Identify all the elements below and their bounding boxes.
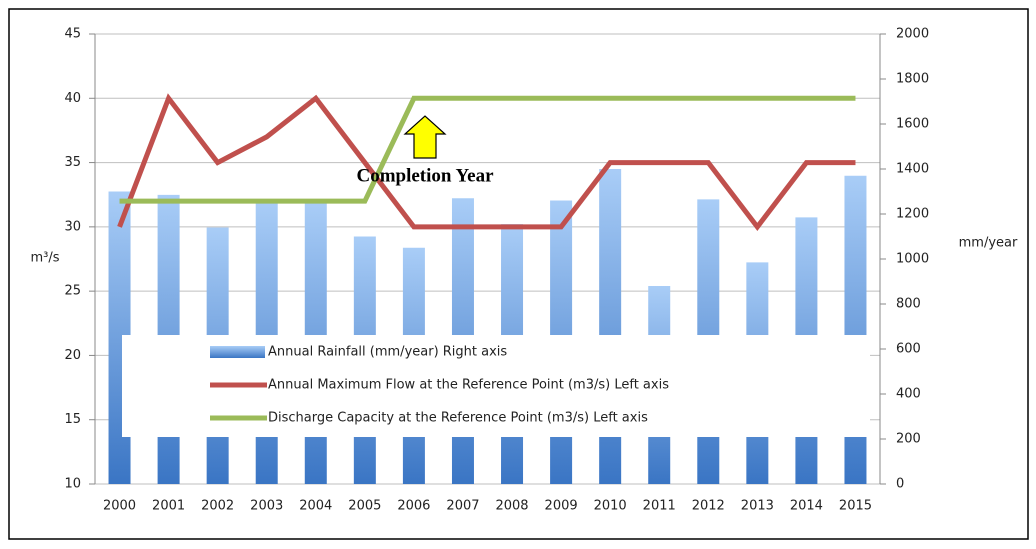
y2-tick-label: 0: [896, 477, 904, 492]
x-tick-label: 2000: [103, 499, 136, 514]
y-tick-label: 15: [64, 412, 81, 427]
legend-swatch: [210, 346, 265, 358]
y-tick-label: 30: [64, 219, 81, 234]
x-tick-label: 2006: [397, 499, 430, 514]
x-tick-label: 2001: [152, 499, 185, 514]
bar: [844, 175, 867, 484]
y-tick-label: 40: [64, 91, 81, 106]
y-tick-label: 25: [64, 284, 81, 299]
legend-label: Annual Rainfall (mm/year) Right axis: [268, 345, 507, 360]
line: [119, 95, 856, 204]
x-tick-label: 2015: [839, 499, 872, 514]
y2-tick-label: 200: [896, 432, 921, 447]
arrow: [403, 115, 447, 159]
y-tick-label: 35: [64, 155, 81, 170]
y-tick-label: 10: [64, 477, 81, 492]
y-tick-label: 20: [64, 348, 81, 363]
y2-tick-label: 1000: [896, 252, 929, 267]
y2-tick-label: 1800: [896, 72, 929, 87]
x-tick-label: 2009: [545, 499, 578, 514]
line: [117, 93, 856, 231]
x-tick-label: 2005: [348, 499, 381, 514]
x-tick-label: 2014: [790, 499, 823, 514]
y-tick-label: 45: [64, 27, 81, 42]
y2-tick-label: 800: [896, 297, 921, 312]
annotation: Completion Year: [356, 165, 494, 186]
x-tick-label: 2010: [594, 499, 627, 514]
y2-tick-label: 600: [896, 342, 921, 357]
y-axis-label: m³/s: [30, 251, 59, 266]
y2-axis-label: mm/year: [959, 236, 1018, 251]
x-tick-label: 2011: [643, 499, 676, 514]
x-tick-label: 2007: [446, 499, 479, 514]
x-tick-label: 2008: [495, 499, 528, 514]
y2-tick-label: 2000: [896, 27, 929, 42]
legend-label: Annual Maximum Flow at the Reference Poi…: [268, 378, 669, 393]
y2-tick-label: 400: [896, 387, 921, 402]
x-tick-label: 2013: [741, 499, 774, 514]
x-tick-label: 2012: [692, 499, 725, 514]
x-tick-label: 2002: [201, 499, 234, 514]
legend-label: Discharge Capacity at the Reference Poin…: [268, 411, 648, 426]
y2-tick-label: 1600: [896, 117, 929, 132]
x-tick-label: 2004: [299, 499, 332, 514]
y2-tick-label: 1400: [896, 162, 929, 177]
x-tick-label: 2003: [250, 499, 283, 514]
y2-tick-label: 1200: [896, 207, 929, 222]
